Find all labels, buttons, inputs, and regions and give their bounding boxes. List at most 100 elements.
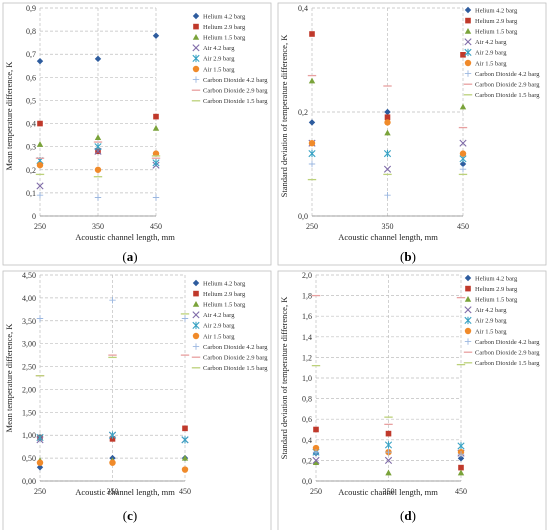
y-tick-label: 1,00 <box>22 431 36 440</box>
y-tick-label: 0,1 <box>26 189 36 198</box>
data-point <box>457 455 465 462</box>
legend-label: Helium 2.9 barg <box>203 24 246 31</box>
legend-label: Carbon Dioxide 1.5 barg <box>203 365 268 372</box>
legend-label: Helium 1.5 barg <box>203 35 246 42</box>
y-tick-label: 0,00 <box>22 477 36 486</box>
legend-label: Helium 2.9 barg <box>475 18 518 25</box>
legend-label: Air 2.9 barg <box>203 56 235 63</box>
data-point <box>181 466 189 473</box>
legend-label: Carbon Dioxide 1.5 barg <box>475 92 540 99</box>
data-point <box>109 459 116 466</box>
y-tick-label: 2,0 <box>302 271 312 280</box>
y-tick-label: 0,50 <box>22 454 36 463</box>
legend-label: Carbon Dioxide 1.5 barg <box>203 98 268 105</box>
y-tick-label: 2,00 <box>22 385 36 394</box>
panel-caption: (a) <box>122 249 137 264</box>
legend-marker <box>464 338 472 345</box>
chart-panel-b: 0,0 0,2 0,4 250 350 450 Acoustic channel lengt… <box>277 2 547 266</box>
legend-label: Carbon Dioxide 4.2 barg <box>475 71 540 78</box>
data-point <box>36 315 44 322</box>
data-point <box>313 426 319 433</box>
y-tick-label: 0,2 <box>298 108 308 117</box>
data-point <box>384 441 393 449</box>
data-point <box>457 442 465 450</box>
legend: Helium 4.2 barg Helium 2.9 barg Helium 1.5… <box>191 12 268 105</box>
data-point <box>459 139 467 147</box>
y-tick-label: 0,0 <box>302 477 312 486</box>
legend-label: Helium 1.5 barg <box>475 29 518 36</box>
data-point <box>181 315 189 322</box>
legend: Helium 4.2 barg Helium 2.9 barg Helium 1.5… <box>463 274 540 367</box>
data-point <box>308 160 316 168</box>
legend-marker <box>464 316 472 325</box>
y-axis-title: Standard deviation of temperature differ… <box>279 34 289 198</box>
legend-label: Air 4.2 barg <box>203 45 235 52</box>
x-axis-title: Acoustic channel length, mm <box>75 232 175 242</box>
legend-label: Helium 4.2 barg <box>203 280 246 287</box>
data-point <box>309 31 315 37</box>
y-tick-label: 0,5 <box>26 96 36 105</box>
legend-marker <box>192 76 200 83</box>
legend-label: Carbon Dioxide 2.9 barg <box>475 82 540 89</box>
data-point <box>36 464 44 471</box>
data-point <box>384 108 391 116</box>
data-point <box>109 296 116 304</box>
data-point <box>383 165 392 173</box>
y-tick-label: 1,0 <box>302 374 312 383</box>
y-tick-label: 1,2 <box>302 353 312 362</box>
data-point <box>94 134 102 140</box>
y-axis-title: Standard deviation of temperature differ… <box>279 296 289 460</box>
legend-label: Carbon Dioxide 2.9 barg <box>475 350 540 357</box>
legend-marker <box>464 70 472 77</box>
legend-marker <box>465 17 471 24</box>
y-tick-label: 0,4 <box>298 4 308 13</box>
x-tick-label: 250 <box>34 222 46 231</box>
legend-label: Helium 4.2 barg <box>475 275 518 282</box>
legend-label: Helium 2.9 barg <box>203 291 246 298</box>
legend-marker <box>192 343 200 350</box>
y-tick-label: 1,50 <box>22 408 36 417</box>
data-point <box>36 57 44 65</box>
data-point <box>36 182 44 190</box>
data-point <box>384 114 391 120</box>
data-point <box>108 431 117 439</box>
legend-marker <box>192 34 200 40</box>
legend-label: Air 4.2 barg <box>475 39 507 46</box>
chart-panel-a: 0 0,1 0,2 0,3 0,4 0,5 0,6 0,7 0,8 0,9 250 350 450Aco… <box>2 2 272 266</box>
data-point <box>385 448 392 456</box>
y-tick-label: 2,50 <box>22 363 36 372</box>
legend-label: Air 1.5 barg <box>203 66 235 73</box>
data-point <box>384 119 391 126</box>
data-point <box>459 150 467 157</box>
data-point <box>36 459 44 466</box>
legend-marker <box>192 12 200 20</box>
legend-marker <box>464 28 472 34</box>
data-point <box>152 150 160 157</box>
legend-label: Air 4.2 barg <box>203 312 235 319</box>
legend-marker <box>193 290 199 297</box>
y-tick-label: 0,2 <box>302 456 312 465</box>
data-point <box>459 166 467 173</box>
y-tick-label: 1,4 <box>302 333 312 342</box>
x-tick-label: 450 <box>457 222 469 231</box>
legend-label: Helium 4.2 barg <box>475 7 518 14</box>
legend-label: Helium 2.9 barg <box>475 286 518 293</box>
legend-marker <box>192 279 200 287</box>
x-axis-title: Acoustic channel length, mm <box>338 232 438 242</box>
data-point <box>152 124 160 131</box>
legend-label: Air 1.5 barg <box>475 60 507 67</box>
data-point <box>182 425 188 432</box>
data-point <box>457 469 465 476</box>
legend-marker <box>464 327 472 335</box>
legend-label: Helium 4.2 barg <box>203 13 246 20</box>
data-point <box>312 456 320 464</box>
y-tick-label: 0,3 <box>26 143 36 152</box>
y-tick-label: 1,6 <box>302 312 312 321</box>
y-tick-label: 0,8 <box>302 395 312 404</box>
y-axis-title: Mean temperature difference, K <box>4 61 14 171</box>
data-point <box>385 430 392 437</box>
data-point <box>94 142 102 151</box>
data-point <box>94 55 102 63</box>
data-point <box>384 456 393 464</box>
legend-marker <box>192 301 200 307</box>
